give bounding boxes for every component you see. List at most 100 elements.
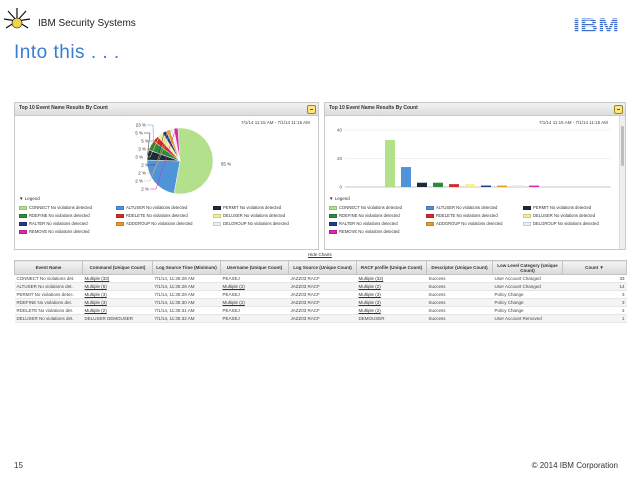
legend-swatch bbox=[329, 205, 337, 210]
legend-item[interactable]: DELGROUP No violations detected bbox=[523, 220, 599, 227]
y-tick-label: 0 bbox=[339, 185, 342, 190]
panel-options-icon[interactable] bbox=[307, 105, 316, 114]
bar-delgroup[interactable] bbox=[512, 185, 524, 188]
legend-item[interactable]: RALTER No violations detected bbox=[19, 220, 88, 227]
legend-label: RDELETE No violations detected bbox=[126, 213, 188, 218]
table-row[interactable]: RDELETE No violations det. Multiple (2) 7/… bbox=[14, 306, 627, 315]
legend-item[interactable]: PERMIT No violations detected bbox=[213, 204, 281, 211]
legend-item[interactable]: RALTER No violations detected bbox=[329, 220, 398, 227]
table-row[interactable]: DELUSER No violations det. DELUSER DEMOUS… bbox=[14, 314, 627, 323]
column-header[interactable]: Low Level Category (Unique Count) bbox=[492, 260, 563, 275]
panel-scrollbar[interactable] bbox=[619, 116, 625, 249]
pie-slice[interactable] bbox=[173, 127, 214, 195]
column-header[interactable]: Username (Unique Count) bbox=[220, 260, 289, 275]
legend-item[interactable]: RDELETE No violations detected bbox=[116, 212, 188, 219]
bar-rdelete[interactable] bbox=[449, 184, 459, 187]
table-cell: 3 bbox=[562, 290, 627, 299]
table-cell: JAZZ03 RACF bbox=[288, 282, 357, 291]
legend-item[interactable]: CONNECT No violations detected bbox=[19, 204, 92, 211]
table-row[interactable]: CONNECT No violations det. Multiple (33) 7… bbox=[14, 274, 627, 283]
pie-leader-line bbox=[147, 124, 155, 182]
legend-label: DELGROUP No violations detected bbox=[533, 221, 599, 226]
legend-swatch bbox=[116, 221, 124, 226]
bar-chart-panel: Top 10 Event Name Results By Count 7/1/1… bbox=[324, 102, 626, 250]
legend-swatch bbox=[523, 221, 531, 226]
legend-swatch bbox=[213, 213, 221, 218]
table-cell[interactable]: Multiple (2) bbox=[356, 306, 427, 315]
legend-toggle[interactable]: ▼ Legend bbox=[19, 196, 40, 201]
legend-item[interactable]: DELUSER No violations detected bbox=[213, 212, 285, 219]
legend-toggle[interactable]: ▼ Legend bbox=[329, 196, 350, 201]
table-cell: Success bbox=[426, 274, 493, 283]
legend-item[interactable]: REMOVE No violations detected bbox=[329, 228, 400, 235]
table-cell: 1 bbox=[562, 314, 627, 323]
table-cell[interactable]: Multiple (33) bbox=[82, 274, 153, 283]
table-cell[interactable]: Multiple (6) bbox=[82, 282, 153, 291]
table-row[interactable]: PERMIT No violations detec. Multiple (3) 7… bbox=[14, 290, 627, 299]
table-cell: Success bbox=[426, 298, 493, 307]
legend-item[interactable]: PERMIT No violations detected bbox=[523, 204, 591, 211]
panel-title: Top 10 Event Name Results By Count bbox=[329, 105, 418, 111]
table-cell: JAZZ03 RACF bbox=[288, 298, 357, 307]
legend-item[interactable]: RDEFINE No violations detected bbox=[329, 212, 400, 219]
bar-permit[interactable] bbox=[417, 182, 427, 187]
column-header[interactable]: Log Source Time (Minimum) bbox=[152, 260, 221, 275]
legend-item[interactable]: RDEFINE No violations detected bbox=[19, 212, 90, 219]
table-cell: JAZZ03 RACF bbox=[288, 274, 357, 283]
table-cell[interactable]: Multiple (3) bbox=[82, 290, 153, 299]
legend-item[interactable]: ADDGROUP No violations detected bbox=[426, 220, 503, 227]
pie-data-label: 5 % bbox=[141, 139, 149, 144]
column-header[interactable]: Count ▼ bbox=[562, 260, 627, 275]
table-cell[interactable]: Multiple (2) bbox=[356, 282, 427, 291]
table-row[interactable]: ALTUSER No violations det. Multiple (6) 7/… bbox=[14, 282, 627, 291]
table-cell: Success bbox=[426, 306, 493, 315]
legend-label: ADDGROUP No violations detected bbox=[126, 221, 193, 226]
legend-item[interactable]: ADDGROUP No violations detected bbox=[116, 220, 193, 227]
legend-label: RDEFINE No violations detected bbox=[29, 213, 90, 218]
table-cell: PERMIT No violations detec. bbox=[14, 290, 83, 299]
legend-label: RALTER No violations detected bbox=[29, 221, 88, 226]
legend-label: PERMIT No violations detected bbox=[533, 205, 592, 210]
table-row[interactable]: RDEFINE No violations det. Multiple (3) 7/… bbox=[14, 298, 627, 307]
table-cell[interactable]: Multiple (32) bbox=[356, 274, 427, 283]
legend-swatch bbox=[213, 205, 221, 210]
legend-swatch bbox=[329, 229, 337, 234]
legend-item[interactable]: ALTUSER No violations detected bbox=[116, 204, 187, 211]
pie-data-label: 55 % bbox=[221, 161, 231, 166]
table-cell[interactable]: Multiple (2) bbox=[82, 306, 153, 315]
bar-rdefine[interactable] bbox=[433, 182, 443, 187]
table-cell: RDEFINE No violations det. bbox=[14, 298, 83, 307]
table-cell[interactable]: Multiple (3) bbox=[82, 298, 153, 307]
table-cell: RDELETE No violations det. bbox=[14, 306, 83, 315]
column-header[interactable]: Descriptor (Unique Count) bbox=[426, 260, 493, 275]
legend-label: CONNECT No violations detected bbox=[339, 205, 402, 210]
legend-label: RDELETE No violations detected bbox=[436, 213, 498, 218]
scrollbar-thumb[interactable] bbox=[621, 126, 624, 166]
bar-addgroup[interactable] bbox=[497, 185, 507, 187]
legend-item[interactable]: REMOVE No violations detected bbox=[19, 228, 90, 235]
table-cell: JAZZ03 RACF bbox=[288, 290, 357, 299]
table-cell[interactable]: Multiple (3) bbox=[356, 298, 427, 307]
legend-item[interactable]: DELGROUP No violations detected bbox=[213, 220, 289, 227]
legend-item[interactable]: CONNECT No violations detected bbox=[329, 204, 402, 211]
column-header[interactable]: Command (Unique Count) bbox=[82, 260, 153, 275]
panel-options-icon[interactable] bbox=[614, 105, 623, 114]
hide-charts-link[interactable]: Hide Charts bbox=[308, 252, 332, 257]
legend-item[interactable]: ALTUSER No violations detected bbox=[426, 204, 497, 211]
column-header[interactable]: RACF profile (Unique Count) bbox=[356, 260, 427, 275]
bar-remove[interactable] bbox=[529, 185, 539, 187]
bar-connect[interactable] bbox=[385, 139, 395, 187]
column-header[interactable]: Log Source (Unique Count) bbox=[288, 260, 357, 275]
legend-item[interactable]: DELUSER No violations detected bbox=[523, 212, 595, 219]
bar-deluser[interactable] bbox=[465, 184, 475, 187]
table-cell[interactable]: Multiple (3) bbox=[356, 290, 427, 299]
column-header[interactable]: Event Name bbox=[14, 260, 83, 275]
legend-item[interactable]: RDELETE No violations detected bbox=[426, 212, 498, 219]
table-cell[interactable]: Multiple (2) bbox=[220, 282, 289, 291]
bar-altuser[interactable] bbox=[401, 167, 411, 187]
table-cell[interactable]: Multiple (2) bbox=[220, 298, 289, 307]
table-cell: User Account Changed bbox=[492, 282, 563, 291]
bar-ralter[interactable] bbox=[481, 185, 491, 187]
pie-chart: 55 % 23 % 5 % 5 % 3 % 3 % 2 % 2 % 2 % 2 % bbox=[135, 123, 231, 195]
panel-header: Top 10 Event Name Results By Count bbox=[325, 103, 625, 116]
